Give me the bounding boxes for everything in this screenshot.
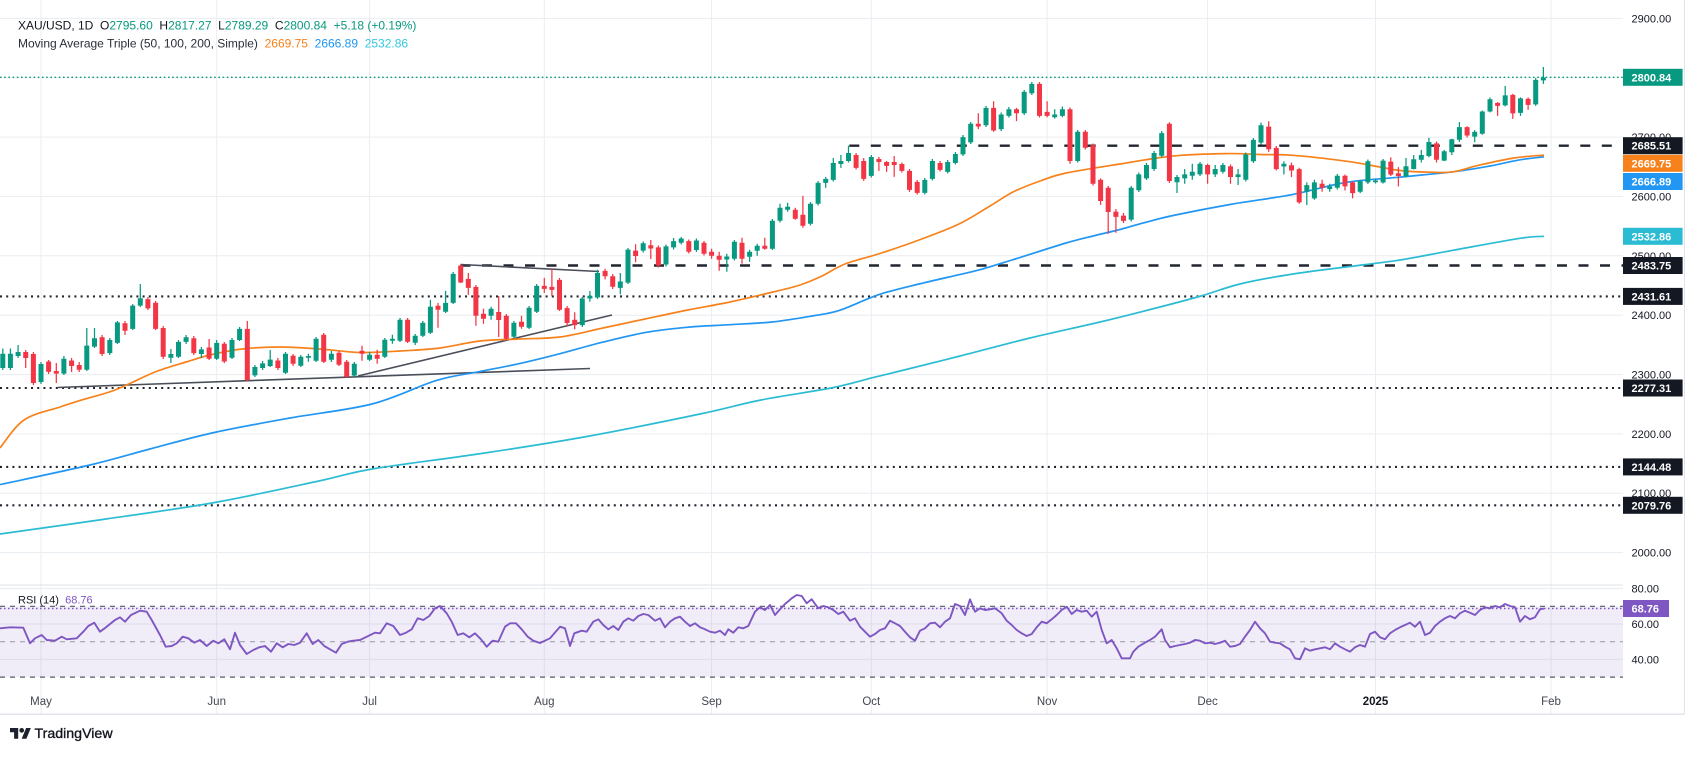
svg-text:2300.00: 2300.00 <box>1632 370 1672 382</box>
svg-text:Nov: Nov <box>1037 696 1058 708</box>
svg-text:XAU/USD, 1D O2795.60 H2817.2: XAU/USD, 1D O2795.60 H2817.27 L2789.29 C… <box>18 19 416 33</box>
svg-text:2685.51: 2685.51 <box>1632 141 1672 153</box>
svg-text:2666.89: 2666.89 <box>1632 177 1672 189</box>
svg-text:RSI (14) 68.76: RSI (14) 68.76 <box>18 595 93 607</box>
svg-text:2800.84: 2800.84 <box>1632 72 1673 84</box>
svg-text:2532.86: 2532.86 <box>1632 231 1672 243</box>
svg-text:2079.76: 2079.76 <box>1632 500 1672 512</box>
svg-text:2431.61: 2431.61 <box>1632 291 1672 303</box>
svg-text:40.00: 40.00 <box>1632 654 1660 666</box>
svg-text:2400.00: 2400.00 <box>1632 310 1672 322</box>
svg-text:TradingView: TradingView <box>35 726 114 742</box>
svg-text:Jul: Jul <box>362 696 377 708</box>
svg-text:Feb: Feb <box>1541 696 1561 708</box>
svg-text:2200.00: 2200.00 <box>1632 429 1672 441</box>
svg-text:68.76: 68.76 <box>1632 604 1660 616</box>
svg-text:2483.75: 2483.75 <box>1632 261 1672 273</box>
svg-text:60.00: 60.00 <box>1632 619 1660 631</box>
svg-text:2025: 2025 <box>1363 696 1389 708</box>
svg-text:Aug: Aug <box>534 696 554 708</box>
svg-text:2600.00: 2600.00 <box>1632 192 1672 204</box>
svg-text:2144.48: 2144.48 <box>1632 462 1672 474</box>
svg-text:2277.31: 2277.31 <box>1632 383 1672 395</box>
svg-text:Jun: Jun <box>207 696 226 708</box>
svg-text:Oct: Oct <box>862 696 881 708</box>
svg-text:80.00: 80.00 <box>1632 584 1660 596</box>
svg-text:2000.00: 2000.00 <box>1632 548 1672 560</box>
svg-text:2669.75: 2669.75 <box>1632 158 1672 170</box>
svg-text:Sep: Sep <box>701 696 721 708</box>
svg-text:Moving Average Triple (50, 100: Moving Average Triple (50, 100, 200, Sim… <box>18 37 408 51</box>
svg-text:2900.00: 2900.00 <box>1632 13 1672 25</box>
svg-text:Dec: Dec <box>1197 696 1218 708</box>
svg-text:May: May <box>30 696 52 708</box>
